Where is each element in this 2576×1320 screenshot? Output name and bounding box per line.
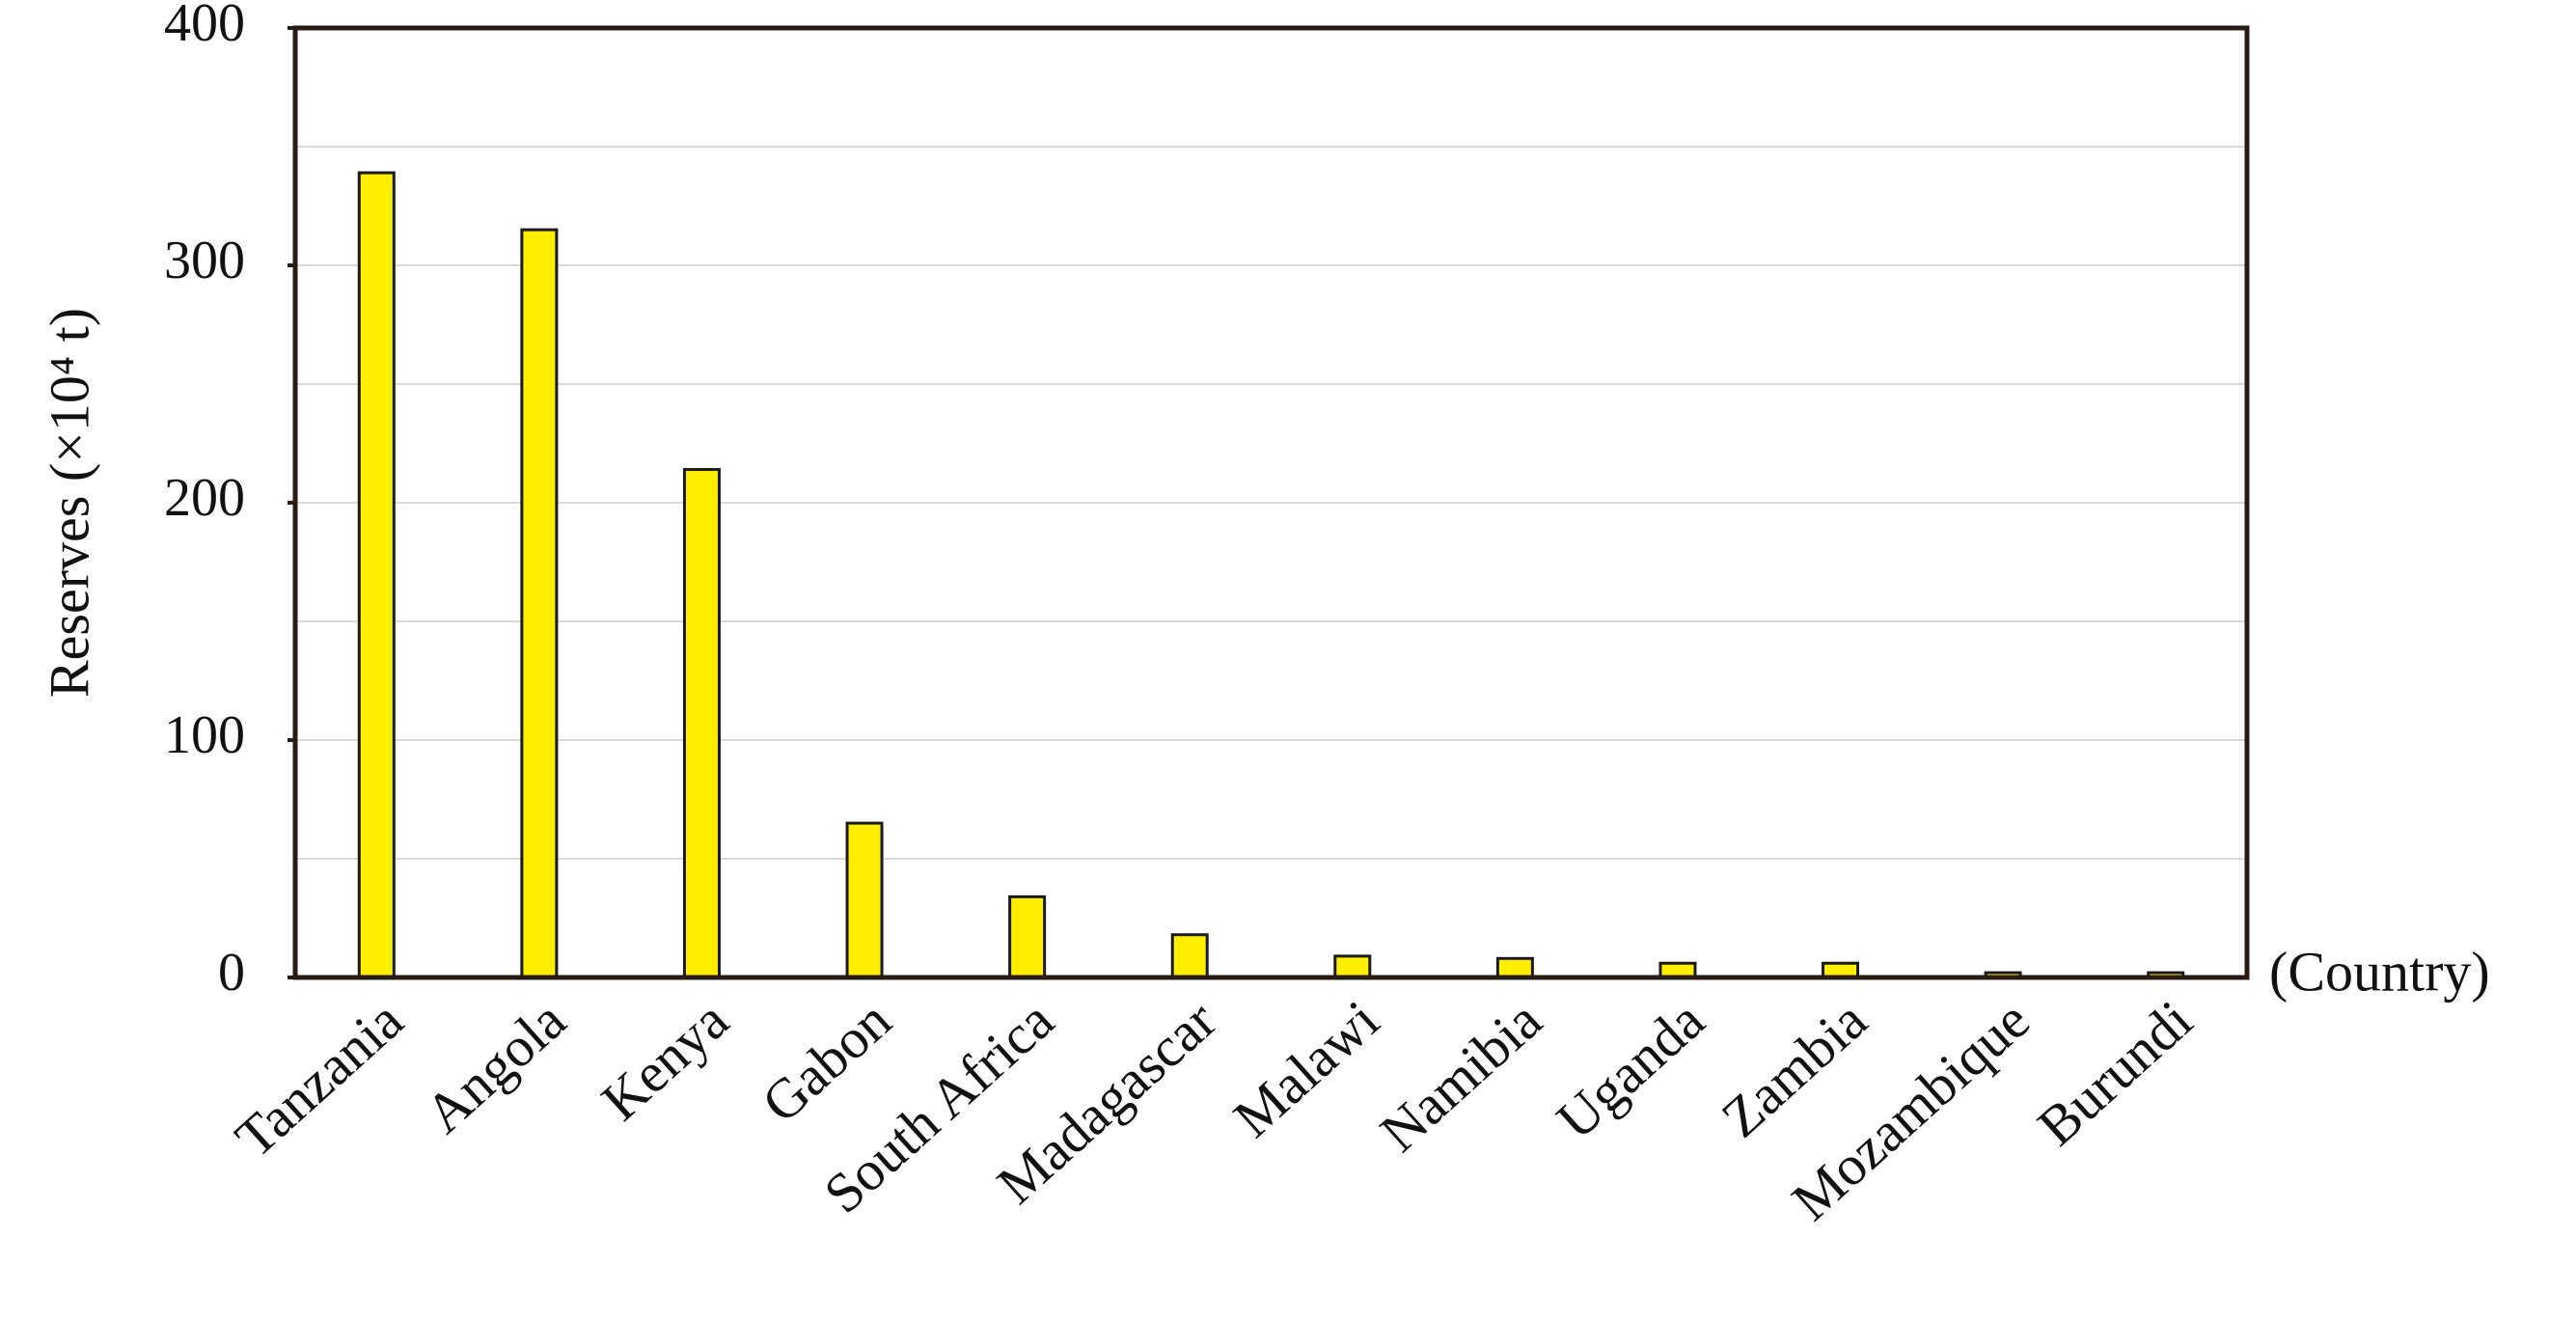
y-tick-label: 300 [164,231,245,290]
bar [1333,954,1372,979]
bar [1495,956,1534,979]
bar [682,468,721,979]
y-tick-label: 200 [164,468,245,528]
bar [845,821,884,979]
y-tick-label: 400 [164,0,245,53]
bar [520,228,559,979]
bar [1008,894,1047,979]
x-tick-label: Uganda [1545,988,1716,1151]
x-tick-label: Kenya [589,988,740,1133]
x-tick-label: Angola [413,988,577,1145]
x-tick-label: Namibia [1368,988,1553,1164]
x-tick-label: Burundi [2026,988,2205,1158]
bar [357,171,396,979]
y-axis-label: Reserves (×10⁴ t) [38,308,100,698]
x-tick-label: Tanzania [223,988,414,1169]
x-axis-label: (Country) [2269,940,2490,1003]
plot-frame [292,25,2250,980]
x-tick-label: Malawi [1221,988,1390,1149]
y-tick-label: 0 [218,943,245,1003]
bar [1170,933,1209,979]
y-tick-label: 100 [164,705,245,765]
x-tick-label: Gabon [750,988,902,1135]
